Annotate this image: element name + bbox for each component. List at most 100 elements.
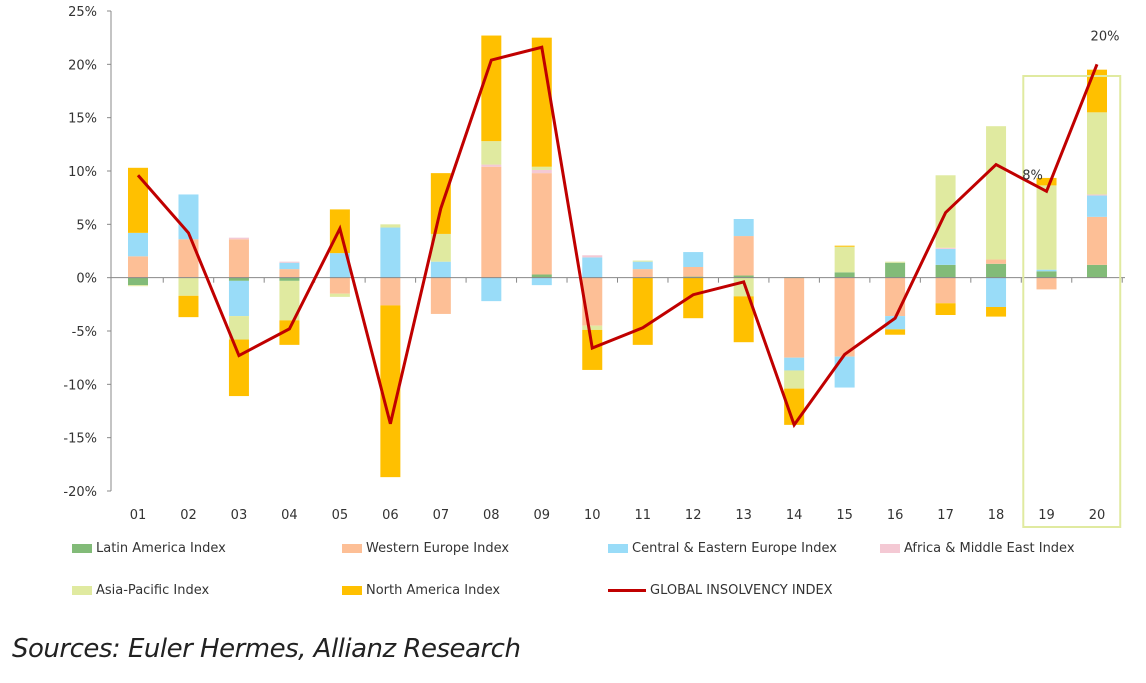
bar-segment: [834, 356, 855, 388]
x-tick-label: 01: [130, 508, 147, 523]
x-tick-label: 08: [483, 508, 500, 523]
bar-segment: [834, 245, 855, 247]
x-tick-label: 16: [887, 508, 904, 523]
x-tick-label: 03: [231, 508, 248, 523]
bar-segment: [279, 277, 300, 281]
bar-segment: [531, 169, 552, 174]
legend-label: Asia-Pacific Index: [96, 583, 210, 598]
x-tick-label: 04: [281, 508, 298, 523]
global-insolvency-line: [136, 45, 1099, 429]
y-tick-label: -10%: [63, 378, 97, 393]
bar-segment: [935, 248, 956, 265]
y-tick-label: 10%: [68, 165, 97, 180]
data-label: 20%: [1091, 29, 1120, 44]
bar-segment: [380, 227, 401, 278]
x-tick-label: 14: [786, 508, 803, 523]
bar-segment: [935, 264, 956, 278]
highlight-box: [1022, 75, 1122, 528]
y-tick-label: 20%: [68, 58, 97, 73]
bar-segment: [481, 164, 502, 167]
y-tick-label: 15%: [68, 112, 97, 127]
x-tick-label: 19: [1038, 508, 1055, 523]
bar-segment: [531, 277, 552, 286]
bar-segment: [885, 262, 906, 278]
bar-segment: [1087, 194, 1107, 196]
x-tick-label: 10: [584, 508, 601, 523]
bar-segment: [986, 263, 1007, 278]
legend-swatch: [342, 586, 362, 595]
bar-segment: [228, 239, 249, 278]
x-tick-label: 12: [685, 508, 702, 523]
legend-latin-america: Latin America Index: [72, 541, 226, 556]
bar-segment: [178, 295, 199, 318]
bar-segment: [582, 325, 603, 330]
bar-segment: [683, 276, 704, 278]
x-tick-label: 11: [634, 508, 651, 523]
bar-segment: [935, 277, 956, 304]
bar-segment: [380, 224, 401, 228]
bar-segment: [733, 219, 754, 237]
x-tick-label: 02: [180, 508, 197, 523]
bar-segment: [430, 233, 451, 262]
bar-segment: [784, 370, 805, 389]
bar-segment: [531, 173, 552, 275]
legend-swatch: [72, 586, 92, 595]
legend-swatch: [608, 544, 628, 553]
bar-segment: [582, 257, 603, 278]
bar-segment: [531, 274, 552, 278]
bar-segment: [733, 296, 754, 343]
legend-label: Central & Eastern Europe Index: [632, 541, 837, 556]
x-tick-label: 05: [332, 508, 349, 523]
bar-segment: [531, 166, 552, 170]
bar-segment: [784, 357, 805, 371]
bar-segment: [935, 303, 956, 315]
bar-segment: [279, 261, 300, 263]
bar-segment: [178, 239, 199, 278]
x-tick-label: 06: [382, 508, 399, 523]
legend-global-insolvency: GLOBAL INSOLVENCY INDEX: [608, 583, 833, 598]
bar-segment: [430, 277, 451, 314]
bar-segment: [986, 307, 1007, 317]
y-tick-label: 5%: [76, 218, 97, 233]
y-tick-label: 0%: [76, 272, 97, 287]
legend-swatch: [72, 544, 92, 553]
data-label: 8%: [1022, 168, 1043, 183]
bar-segment: [128, 232, 148, 257]
bar-segment: [128, 256, 148, 278]
x-tick-label: 13: [735, 508, 752, 523]
x-tick-label: 17: [937, 508, 954, 523]
bar-segment: [1036, 269, 1057, 272]
bar-segment: [228, 237, 249, 240]
bar-segment: [885, 277, 906, 317]
bar-segment: [430, 173, 451, 234]
bar-segment: [885, 261, 906, 263]
bar-segment: [1087, 216, 1107, 265]
bar-segment: [228, 280, 249, 317]
bar-segment: [632, 277, 653, 345]
insolvency-chart: -20% -15% -10% -5% 0% 5% 10% 15% 20% 25% 01 02 03 04 0…: [63, 5, 1125, 528]
bar-segment: [329, 277, 350, 294]
bar-segment: [481, 141, 502, 165]
bar-segment: [228, 339, 249, 397]
source-note: Sources: Euler Hermes, Allianz Research: [12, 634, 521, 664]
legend-label: North America Index: [366, 583, 501, 598]
bar-segment: [279, 320, 300, 345]
legend-north-america: North America Index: [342, 583, 500, 598]
bar-segment: [178, 277, 199, 296]
x-tick-label: 18: [988, 508, 1005, 523]
x-tick-label: 07: [433, 508, 450, 523]
bar-segment: [279, 269, 300, 278]
bar-segment: [632, 269, 653, 278]
bar-segment: [481, 35, 502, 142]
bar-segment: [228, 277, 249, 281]
legend-swatch: [880, 544, 900, 553]
bar-segment: [733, 275, 754, 278]
x-tick-label: 09: [534, 508, 551, 523]
bar-segment: [1087, 264, 1107, 278]
legend-label: Western Europe Index: [366, 541, 510, 556]
bar-segment: [834, 277, 855, 357]
bar-segment: [1087, 112, 1107, 195]
x-tick-label: 15: [836, 508, 853, 523]
legend-label: GLOBAL INSOLVENCY INDEX: [650, 583, 833, 598]
bar-segment: [683, 277, 704, 319]
